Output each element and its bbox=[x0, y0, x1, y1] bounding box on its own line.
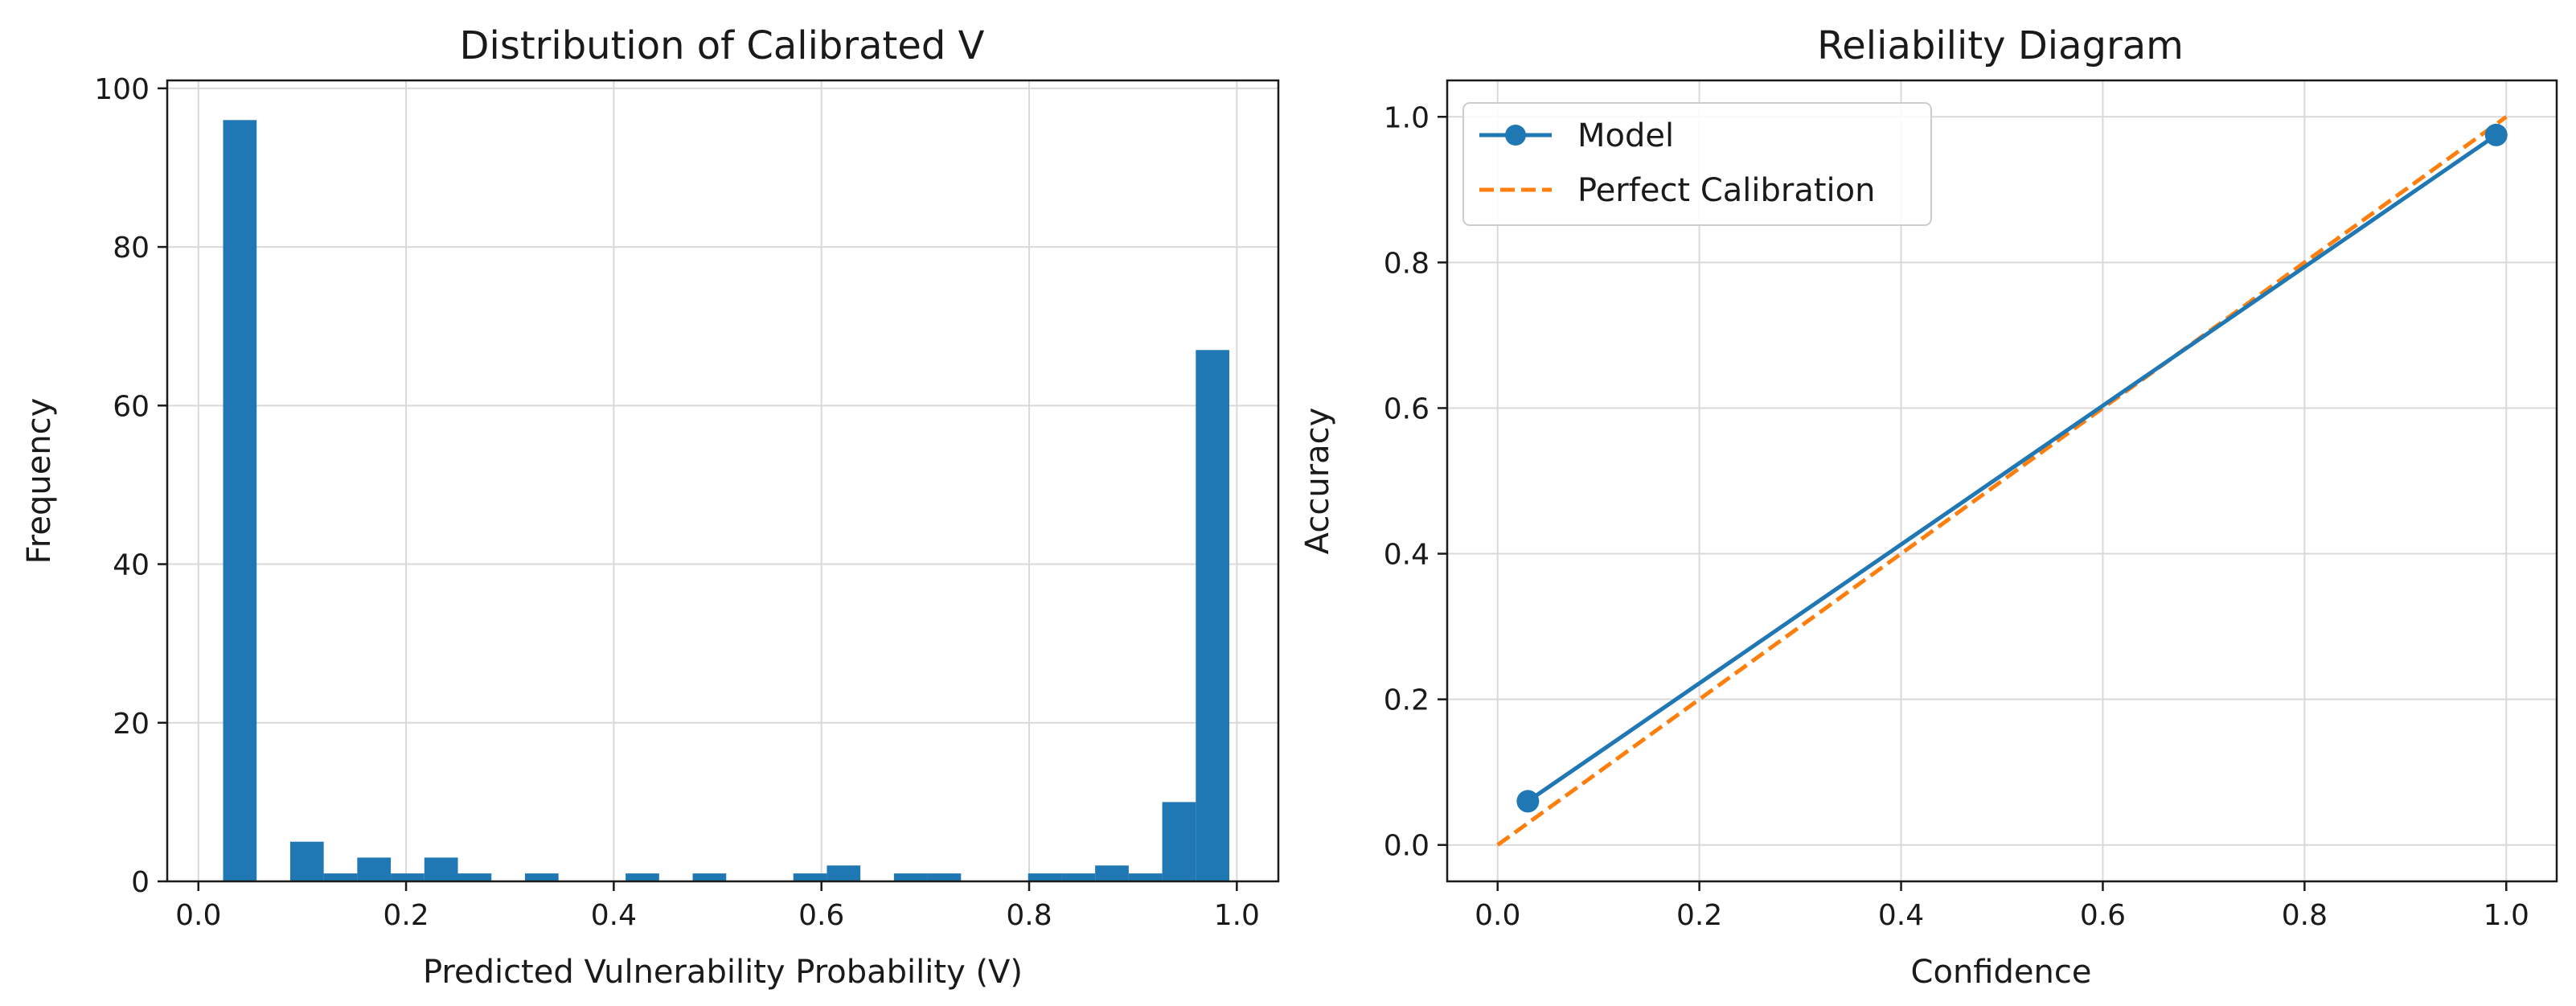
histogram-bar bbox=[626, 873, 659, 881]
histogram-bar bbox=[391, 873, 425, 881]
reliability-panel: Reliability Diagram 0.0 0.2 0.4 0.6 0.8 1.0 0… bbox=[1299, 23, 2558, 991]
legend-model-label: Model bbox=[1577, 117, 1674, 154]
histogram-y-axis-label: Frequency bbox=[21, 398, 58, 565]
histogram-y-tick-label: 100 bbox=[94, 73, 150, 106]
model-point bbox=[1516, 790, 1540, 813]
histogram-x-tick-label: 0.0 bbox=[175, 899, 221, 932]
histogram-bar bbox=[827, 865, 861, 881]
histogram-bar bbox=[893, 873, 928, 881]
reliability-x-tick-label: 0.6 bbox=[2080, 899, 2126, 932]
histogram-bar bbox=[357, 857, 392, 881]
histogram-bar bbox=[1128, 873, 1163, 881]
histogram-bar bbox=[524, 873, 559, 881]
histogram-title: Distribution of Calibrated V bbox=[460, 23, 985, 68]
histogram-bar bbox=[793, 873, 827, 881]
histogram-x-ticks: 0.0 0.2 0.4 0.6 0.8 1.0 bbox=[175, 881, 1260, 932]
histogram-bar bbox=[457, 873, 492, 881]
histogram-axes-frame bbox=[166, 79, 1280, 883]
model-line bbox=[1526, 133, 2498, 803]
histogram-bar bbox=[1028, 873, 1062, 881]
reliability-y-tick-label: 0.4 bbox=[1384, 539, 1430, 572]
histogram-bar bbox=[223, 120, 257, 881]
histogram-y-tick-label: 60 bbox=[113, 390, 150, 423]
reliability-y-tick-label: 0.2 bbox=[1384, 684, 1430, 717]
histogram-bar bbox=[1061, 873, 1096, 881]
reliability-x-tick-label: 0.8 bbox=[2282, 899, 2328, 932]
histogram-y-tick-label: 80 bbox=[113, 232, 150, 265]
histogram-y-ticks: 0 20 40 60 80 100 bbox=[94, 73, 167, 899]
histogram-bar bbox=[1095, 865, 1129, 881]
histogram-x-tick-label: 1.0 bbox=[1214, 899, 1260, 932]
histogram-bar bbox=[927, 873, 962, 881]
histogram-y-tick-label: 40 bbox=[113, 549, 150, 582]
histogram-bar bbox=[1196, 350, 1230, 882]
reliability-x-tick-label: 0.4 bbox=[1878, 899, 1924, 932]
reliability-y-ticks: 0.0 0.2 0.4 0.6 0.8 1.0 bbox=[1384, 101, 1447, 863]
histogram-x-tick-label: 0.6 bbox=[798, 899, 844, 932]
histogram-y-tick-label: 20 bbox=[113, 708, 150, 741]
histogram-grid bbox=[167, 80, 1278, 882]
reliability-series bbox=[1496, 115, 2508, 847]
reliability-y-axis-label: Accuracy bbox=[1299, 408, 1336, 555]
model-point bbox=[2484, 123, 2508, 146]
perfect-calibration-line bbox=[1496, 115, 2508, 847]
histogram-bar bbox=[323, 873, 358, 881]
histogram-bar bbox=[1162, 802, 1196, 881]
reliability-x-tick-label: 0.0 bbox=[1475, 899, 1520, 932]
reliability-axes-frame bbox=[1446, 79, 2558, 883]
reliability-y-tick-label: 0.8 bbox=[1384, 247, 1430, 280]
reliability-x-axis-label: Confidence bbox=[1911, 954, 2092, 991]
histogram-x-tick-label: 0.4 bbox=[591, 899, 637, 932]
reliability-y-tick-label: 0.0 bbox=[1384, 830, 1430, 863]
reliability-x-tick-label: 0.2 bbox=[1676, 899, 1722, 932]
histogram-bar bbox=[424, 857, 458, 881]
reliability-legend: Model Perfect Calibration bbox=[1462, 102, 1932, 226]
histogram-x-axis-label: Predicted Vulnerability Probability (V) bbox=[423, 954, 1023, 991]
legend-model-marker bbox=[1505, 125, 1526, 146]
legend-box bbox=[1462, 102, 1932, 226]
reliability-y-tick-label: 1.0 bbox=[1384, 101, 1430, 134]
histogram-panel: Distribution of Calibrated V 0.0 0.2 0.4 0.… bbox=[21, 23, 1280, 991]
histogram-bar bbox=[289, 841, 324, 881]
reliability-title: Reliability Diagram bbox=[1817, 23, 2184, 68]
reliability-x-tick-label: 1.0 bbox=[2484, 899, 2529, 932]
histogram-x-tick-label: 0.8 bbox=[1006, 899, 1052, 932]
histogram-bars bbox=[223, 120, 1230, 882]
legend-perfect-label: Perfect Calibration bbox=[1577, 172, 1875, 209]
reliability-x-ticks: 0.0 0.2 0.4 0.6 0.8 1.0 bbox=[1475, 881, 2529, 932]
histogram-x-tick-label: 0.2 bbox=[383, 899, 429, 932]
reliability-y-tick-label: 0.6 bbox=[1384, 392, 1430, 425]
histogram-y-tick-label: 0 bbox=[131, 866, 150, 899]
histogram-bar bbox=[692, 873, 727, 881]
